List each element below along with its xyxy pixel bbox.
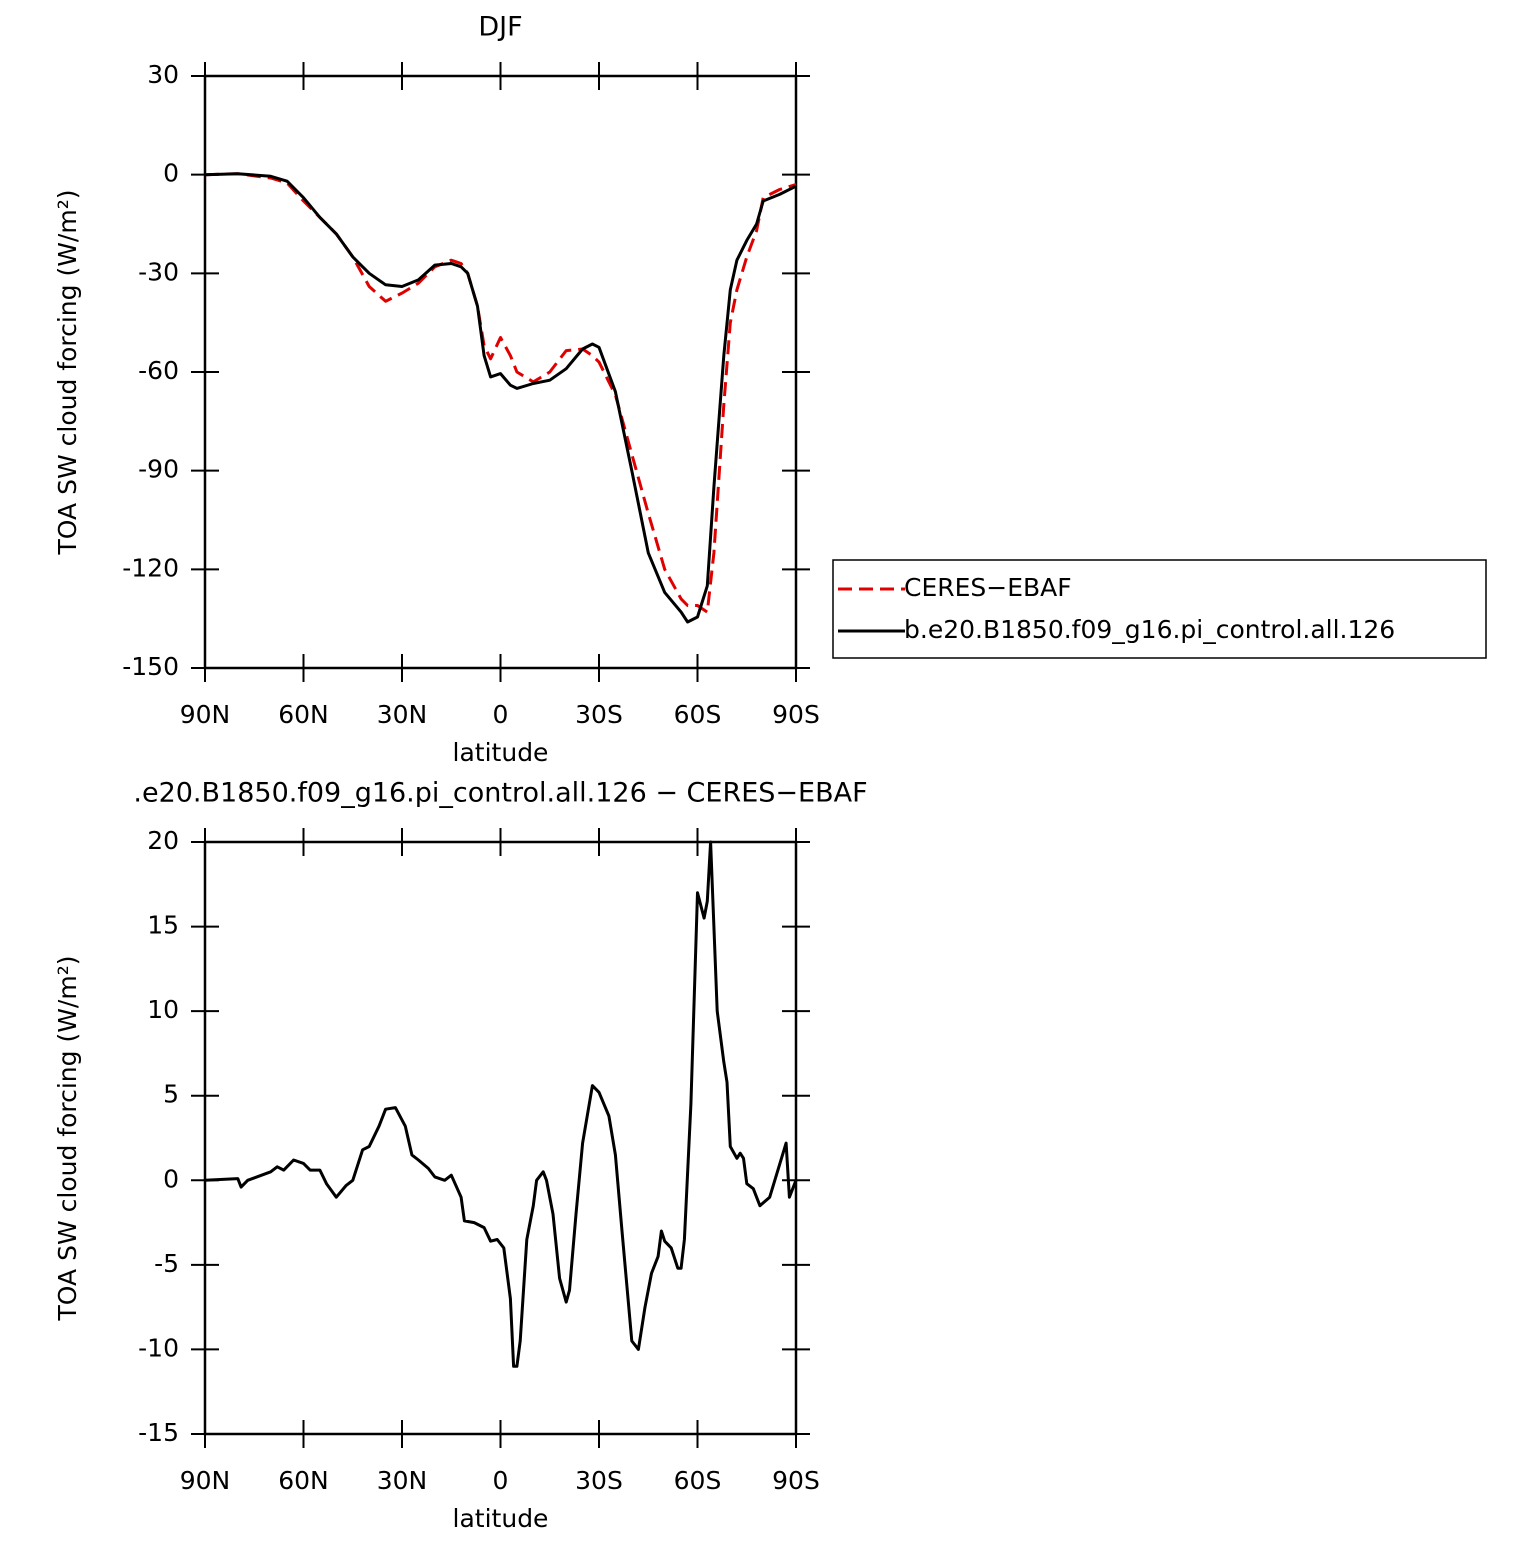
x-tick-label: 90S [772,700,820,729]
x-tick-label: 90S [772,1466,820,1495]
x-tick-label: 60N [278,700,329,729]
y-tick-label: 5 [163,1080,179,1109]
y-tick-label: 0 [163,1164,179,1193]
chart-title: .e20.B1850.f09_g16.pi_control.all.126 − … [133,778,867,809]
y-tick-label: 10 [147,995,179,1024]
data-line [204,840,798,1368]
y-tick-label: -10 [138,1333,179,1362]
y-tick-label: 20 [147,826,179,855]
x-tick-label: 60S [674,1466,722,1495]
chart-title: DJF [478,12,522,43]
x-tick-label: 90N [180,700,231,729]
x-tick-label: 30S [575,1466,623,1495]
y-tick-label: -15 [138,1418,179,1447]
plot-frame [203,840,798,1436]
plot-frame [203,74,798,670]
legend-label: CERES−EBAF [904,573,1072,602]
y-tick-label: -5 [154,1249,179,1278]
y-tick-label: 15 [147,911,179,940]
x-tick-label: 60S [674,700,722,729]
data-line [204,172,797,614]
x-tick-label: 30N [377,700,428,729]
x-tick-label: 90N [180,1466,231,1495]
y-tick-label: 0 [163,159,179,188]
y-tick-label: -90 [138,455,179,484]
y-axis-label: TOA SW cloud forcing (W/m²) [53,956,82,1322]
data-line [204,172,797,624]
x-axis-label: latitude [453,1504,549,1533]
y-tick-label: -150 [122,652,179,681]
x-tick-label: 30N [377,1466,428,1495]
x-axis-label: latitude [453,738,549,767]
y-axis-label: TOA SW cloud forcing (W/m²) [53,190,82,556]
x-tick-label: 30S [575,700,623,729]
legend-box [832,559,1487,659]
x-tick-label: 60N [278,1466,329,1495]
y-tick-label: -30 [138,257,179,286]
y-tick-label: -60 [138,356,179,385]
legend-label: b.e20.B1850.f09_g16.pi_control.all.126 [904,615,1395,644]
y-tick-label: -120 [122,553,179,582]
x-tick-label: 0 [493,1466,509,1495]
x-tick-label: 0 [493,700,509,729]
y-tick-label: 30 [147,60,179,89]
